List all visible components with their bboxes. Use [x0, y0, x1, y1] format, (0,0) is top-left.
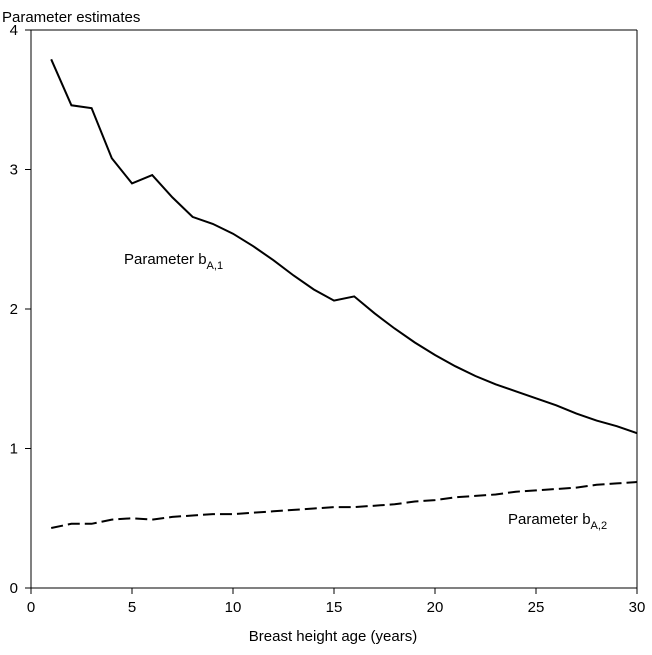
- series-label-1: Parameter bA,1: [124, 251, 223, 272]
- series-group: [50, 58, 638, 529]
- y-tick-label: 3: [10, 162, 18, 179]
- x-tick-label: 5: [128, 599, 136, 616]
- y-tick-label: 2: [10, 301, 18, 318]
- x-tick-label: 15: [326, 599, 343, 616]
- series-line-2: [50, 481, 638, 529]
- series-labels: Parameter bA,1 Parameter bA,2: [124, 251, 607, 532]
- y-tick-label: 4: [10, 22, 18, 39]
- x-tick-label: 20: [427, 599, 444, 616]
- x-tick-label: 25: [528, 599, 545, 616]
- x-tick-label: 30: [629, 599, 646, 616]
- y-tick-label: 0: [10, 580, 18, 597]
- chart-title: Parameter estimates: [2, 9, 140, 26]
- series-line-1: [50, 58, 638, 435]
- x-tick-label: 0: [27, 599, 35, 616]
- ticks: 0 1 2 3 4 0 5 10 15 20 25 30: [10, 22, 646, 616]
- x-axis-label: Breast height age (years): [249, 628, 417, 645]
- x-tick-label: 10: [225, 599, 242, 616]
- axes: [30, 29, 638, 589]
- y-tick-label: 1: [10, 441, 18, 458]
- series-label-2: Parameter bA,2: [508, 511, 607, 532]
